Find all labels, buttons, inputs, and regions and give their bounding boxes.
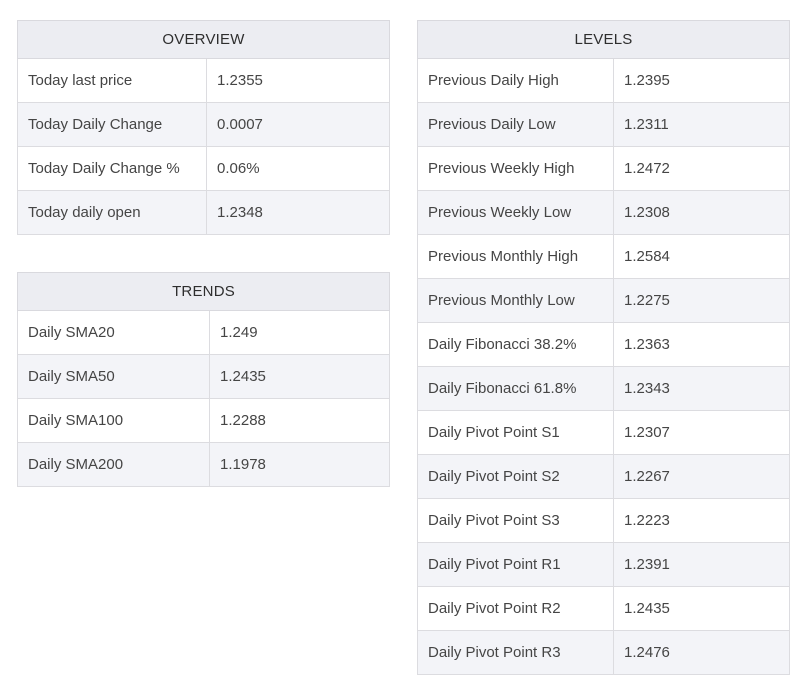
table-row: Today daily open 1.2348 bbox=[17, 190, 390, 235]
row-label: Daily SMA200 bbox=[17, 442, 210, 487]
row-value: 1.2472 bbox=[613, 146, 790, 191]
row-label: Daily SMA50 bbox=[17, 354, 210, 399]
row-label: Daily SMA100 bbox=[17, 398, 210, 443]
row-label: Daily Pivot Point S3 bbox=[417, 498, 614, 543]
row-label: Daily Pivot Point S1 bbox=[417, 410, 614, 455]
table-row: Daily Fibonacci 61.8% 1.2343 bbox=[417, 366, 790, 411]
levels-table: LEVELS Previous Daily High 1.2395 Previo… bbox=[417, 20, 790, 675]
row-value: 1.2311 bbox=[613, 102, 790, 147]
table-row: Daily Pivot Point R2 1.2435 bbox=[417, 586, 790, 631]
table-row: Daily Pivot Point R3 1.2476 bbox=[417, 630, 790, 675]
overview-title: OVERVIEW bbox=[17, 20, 390, 59]
table-row: Daily SMA200 1.1978 bbox=[17, 442, 390, 487]
row-label: Today Daily Change % bbox=[17, 146, 207, 191]
row-value: 1.2584 bbox=[613, 234, 790, 279]
overview-table: OVERVIEW Today last price 1.2355 Today D… bbox=[17, 20, 390, 235]
row-value: 1.2363 bbox=[613, 322, 790, 367]
row-value: 1.2223 bbox=[613, 498, 790, 543]
row-label: Previous Daily Low bbox=[417, 102, 614, 147]
table-row: Daily Pivot Point S1 1.2307 bbox=[417, 410, 790, 455]
row-value: 1.2288 bbox=[209, 398, 390, 443]
row-label: Daily Pivot Point S2 bbox=[417, 454, 614, 499]
row-label: Daily Pivot Point R3 bbox=[417, 630, 614, 675]
table-row: Previous Monthly High 1.2584 bbox=[417, 234, 790, 279]
table-row: Daily Pivot Point S2 1.2267 bbox=[417, 454, 790, 499]
row-value: 1.2275 bbox=[613, 278, 790, 323]
row-label: Previous Monthly High bbox=[417, 234, 614, 279]
row-value: 1.2435 bbox=[613, 586, 790, 631]
row-label: Daily Pivot Point R1 bbox=[417, 542, 614, 587]
row-value: 1.2348 bbox=[206, 190, 390, 235]
table-row: Daily Fibonacci 38.2% 1.2363 bbox=[417, 322, 790, 367]
row-value: 1.2435 bbox=[209, 354, 390, 399]
row-value: 0.0007 bbox=[206, 102, 390, 147]
row-value: 1.1978 bbox=[209, 442, 390, 487]
row-label: Previous Weekly High bbox=[417, 146, 614, 191]
levels-title: LEVELS bbox=[417, 20, 790, 59]
trends-table: TRENDS Daily SMA20 1.249 Daily SMA50 1.2… bbox=[17, 272, 390, 487]
table-row: Today last price 1.2355 bbox=[17, 58, 390, 103]
row-label: Previous Daily High bbox=[417, 58, 614, 103]
table-row: Daily Pivot Point R1 1.2391 bbox=[417, 542, 790, 587]
row-label: Daily Fibonacci 61.8% bbox=[417, 366, 614, 411]
table-row: Previous Weekly High 1.2472 bbox=[417, 146, 790, 191]
row-value: 1.2476 bbox=[613, 630, 790, 675]
row-label: Daily Fibonacci 38.2% bbox=[417, 322, 614, 367]
trends-title: TRENDS bbox=[17, 272, 390, 311]
row-label: Previous Monthly Low bbox=[417, 278, 614, 323]
table-row: Daily Pivot Point S3 1.2223 bbox=[417, 498, 790, 543]
row-value: 1.2395 bbox=[613, 58, 790, 103]
table-row: Previous Daily Low 1.2311 bbox=[417, 102, 790, 147]
row-value: 1.2391 bbox=[613, 542, 790, 587]
table-row: Previous Monthly Low 1.2275 bbox=[417, 278, 790, 323]
table-row: Daily SMA100 1.2288 bbox=[17, 398, 390, 443]
row-label: Previous Weekly Low bbox=[417, 190, 614, 235]
row-value: 1.2307 bbox=[613, 410, 790, 455]
row-label: Today last price bbox=[17, 58, 207, 103]
row-value: 0.06% bbox=[206, 146, 390, 191]
row-value: 1.249 bbox=[209, 310, 390, 355]
row-value: 1.2267 bbox=[613, 454, 790, 499]
row-value: 1.2343 bbox=[613, 366, 790, 411]
table-row: Previous Weekly Low 1.2308 bbox=[417, 190, 790, 235]
row-value: 1.2308 bbox=[613, 190, 790, 235]
row-value: 1.2355 bbox=[206, 58, 390, 103]
table-row: Daily SMA50 1.2435 bbox=[17, 354, 390, 399]
row-label: Today daily open bbox=[17, 190, 207, 235]
table-row: Previous Daily High 1.2395 bbox=[417, 58, 790, 103]
table-row: Daily SMA20 1.249 bbox=[17, 310, 390, 355]
row-label: Today Daily Change bbox=[17, 102, 207, 147]
row-label: Daily SMA20 bbox=[17, 310, 210, 355]
table-row: Today Daily Change 0.0007 bbox=[17, 102, 390, 147]
row-label: Daily Pivot Point R2 bbox=[417, 586, 614, 631]
table-row: Today Daily Change % 0.06% bbox=[17, 146, 390, 191]
